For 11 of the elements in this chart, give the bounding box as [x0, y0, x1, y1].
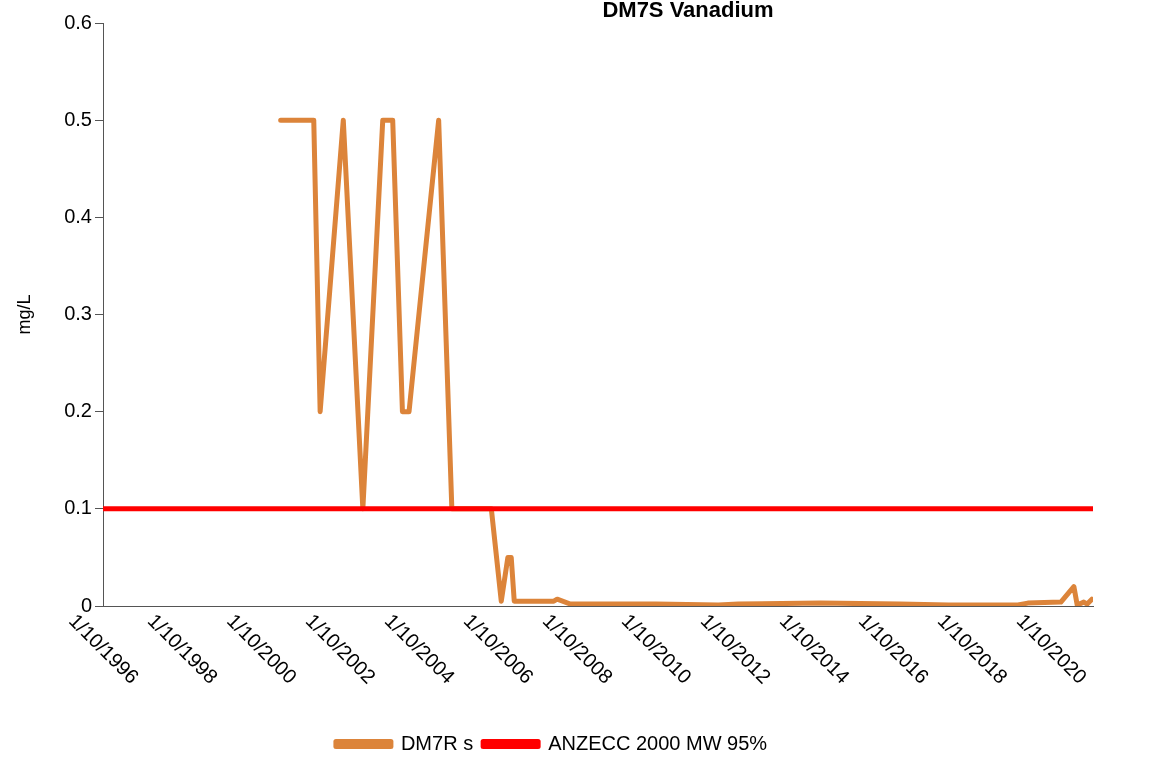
- chart-title: DM7S Vanadium: [602, 0, 774, 23]
- y-tick-label: 0.3: [64, 302, 92, 325]
- y-tick-label: 0.2: [64, 399, 92, 422]
- legend-label: DM7R s: [400, 731, 474, 754]
- y-tick-label: 0: [80, 593, 92, 616]
- y-tick-label: 0.1: [64, 496, 92, 519]
- y-tick-label: 0.6: [64, 10, 92, 33]
- legend-label: ANZECC 2000 MW 95%: [548, 731, 768, 754]
- y-tick-label: 0.5: [64, 107, 92, 130]
- y-tick-label: 0.4: [64, 204, 92, 227]
- y-axis-title: mg/L: [13, 294, 34, 335]
